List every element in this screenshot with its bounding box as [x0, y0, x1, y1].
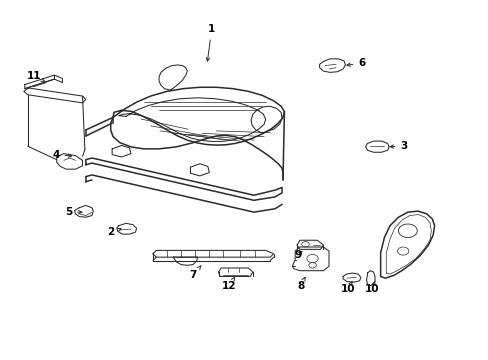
Text: 9: 9 — [294, 250, 302, 260]
Text: 4: 4 — [52, 150, 72, 159]
Text: 3: 3 — [389, 141, 407, 151]
Text: 2: 2 — [107, 228, 121, 238]
Text: 1: 1 — [206, 24, 215, 61]
Text: 5: 5 — [65, 207, 82, 217]
Text: 12: 12 — [222, 277, 236, 291]
Text: 6: 6 — [346, 58, 365, 68]
Text: 8: 8 — [297, 277, 305, 291]
Text: 10: 10 — [364, 281, 379, 294]
Text: 11: 11 — [27, 71, 44, 81]
Text: 7: 7 — [189, 266, 201, 280]
Text: 10: 10 — [340, 281, 354, 294]
